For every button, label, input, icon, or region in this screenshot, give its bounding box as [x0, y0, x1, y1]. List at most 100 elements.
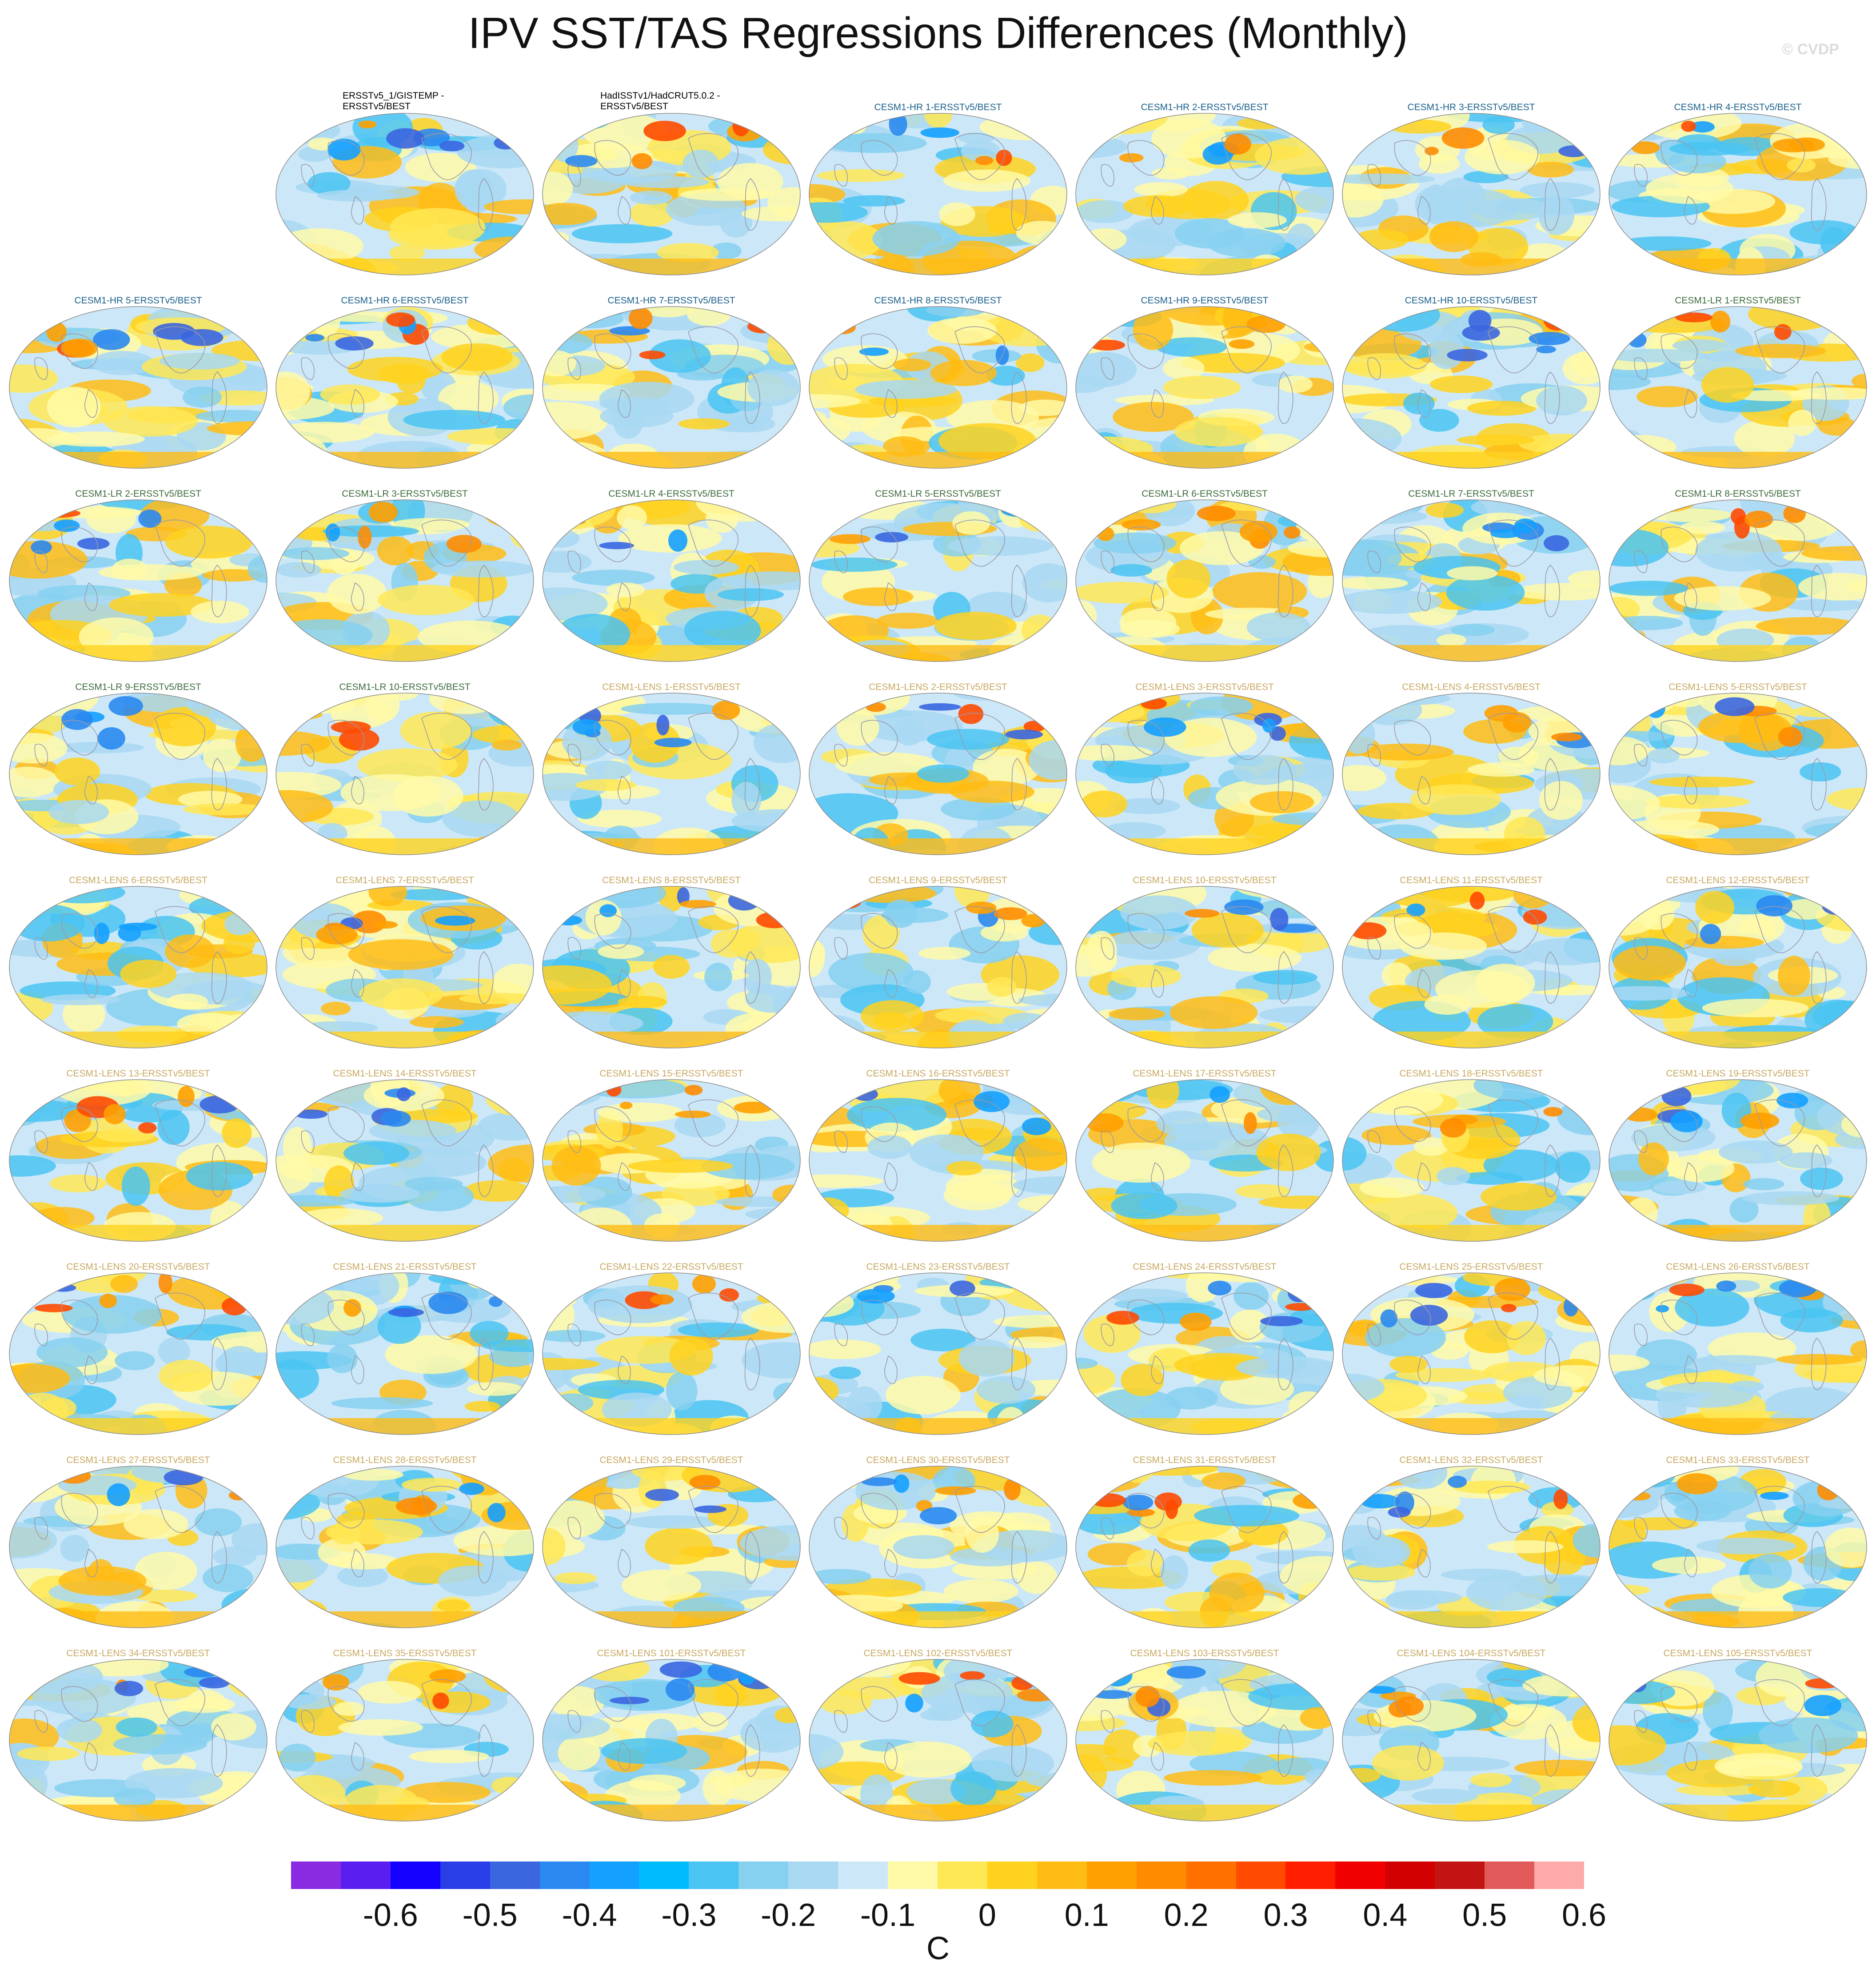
map-southern-band: [1076, 1805, 1333, 1821]
map-contour-blob: [687, 307, 731, 326]
map-anomaly-blob: [1119, 153, 1144, 163]
map-contour-blob: [1342, 539, 1402, 576]
map-contour-blob: [16, 1393, 68, 1429]
map-panel: CESM1-LENS 10-ERSSTv5/BEST: [1071, 862, 1338, 1053]
map-anomaly-blob: [358, 120, 377, 129]
map-contour-blob: [1748, 1554, 1792, 1589]
map-contour-blob: [1373, 1700, 1477, 1732]
map-coastline: [84, 1355, 98, 1384]
map-contour-blob: [276, 130, 292, 159]
map-coastline: [567, 357, 581, 380]
map-coastline: [744, 1531, 760, 1584]
map-frame: [1342, 499, 1601, 662]
panel-title: CESM1-LENS 35-ERSSTv5/BEST: [333, 1648, 477, 1658]
map-coastline: [744, 371, 760, 424]
map-frame: [1075, 306, 1334, 469]
colorbar-tick-label: 0: [978, 1897, 996, 1933]
map-contour-blob: [1626, 1197, 1658, 1228]
map-coastline: [1127, 333, 1165, 369]
map-contour-blob: [961, 140, 1001, 162]
map-contour-blob: [674, 1112, 726, 1137]
map-contour-blob: [160, 353, 240, 370]
map-panel: CESM1-LENS 22-ERSSTv5/BEST: [538, 1248, 805, 1439]
map-coastline: [1417, 969, 1431, 998]
map-coastline: [618, 1742, 631, 1771]
colorbar-tick-label: 0.3: [1263, 1897, 1308, 1933]
map-coastline: [301, 1130, 315, 1153]
colorbar-cell: [1385, 1861, 1435, 1889]
map-coastline: [1101, 744, 1114, 766]
map-frame: [1609, 306, 1867, 469]
map-contour-blob: [1652, 1556, 1726, 1574]
map-contour-blob: [1104, 929, 1200, 960]
panel-title: CESM1-LENS 27-ERSSTv5/BEST: [66, 1455, 210, 1465]
map-contour-blob: [657, 243, 719, 262]
map-contour-blob: [1609, 349, 1708, 363]
colorbar-tick-label: -0.1: [860, 1897, 916, 1933]
map-southern-band: [1609, 452, 1867, 468]
map-coastline: [1488, 133, 1538, 180]
panel-map: [809, 1079, 1067, 1242]
map-southern-band: [276, 1032, 534, 1048]
map-panel: CESM1-LR 4-ERSSTv5/BEST: [538, 475, 805, 666]
map-coastline: [1488, 326, 1538, 374]
map-southern-band: [543, 259, 800, 275]
map-coastline: [1127, 526, 1165, 562]
map-coastline: [1488, 1679, 1538, 1726]
map-contour-blob: [809, 113, 874, 127]
map-contour-blob: [543, 1527, 566, 1566]
map-coastline: [567, 1517, 581, 1539]
map-contour-blob: [1414, 1137, 1449, 1156]
map-contour-blob: [1212, 572, 1307, 611]
map-anomaly-blob: [905, 1694, 923, 1713]
panel-map: [1342, 1079, 1601, 1242]
map-anomaly-blob: [380, 1110, 411, 1127]
colorbar-tick-label: 0.2: [1164, 1897, 1209, 1933]
map-contour-blob: [971, 1710, 1014, 1738]
panel-title: CESM1-HR 7-ERSSTv5/BEST: [607, 295, 735, 306]
map-contour-blob: [1201, 1472, 1246, 1490]
watermark: © CVDP: [1782, 41, 1839, 58]
panel-title: CESM1-LENS 13-ERSSTv5/BEST: [66, 1068, 210, 1079]
map-anomaly-blob: [994, 907, 1027, 921]
map-contour-blob: [1076, 630, 1102, 642]
panel-title: CESM1-HR 4-ERSSTv5/BEST: [1674, 102, 1802, 112]
colorbar-cell: [1037, 1861, 1087, 1889]
map-contour-blob: [1451, 624, 1495, 636]
map-anomaly-blob: [158, 1273, 172, 1294]
map-contour-blob: [1248, 555, 1276, 569]
map-contour-blob: [1109, 1288, 1188, 1303]
map-frame: [809, 306, 1067, 469]
map-coastline: [1417, 1162, 1431, 1191]
map-contour-blob: [26, 1617, 81, 1628]
colorbar-cell: [1335, 1861, 1385, 1889]
panel-title: CESM1-LENS 20-ERSSTv5/BEST: [66, 1262, 210, 1272]
map-contour-blob: [1119, 608, 1177, 637]
map-coastline: [744, 1337, 760, 1391]
map-anomaly-blob: [119, 922, 157, 931]
map-panel: CESM1-LENS 13-ERSSTv5/BEST: [5, 1055, 271, 1246]
map-contour-blob: [622, 1570, 702, 1601]
panel-map: [9, 693, 267, 855]
map-contour-blob: [1782, 267, 1840, 275]
map-contour-blob: [809, 1569, 871, 1584]
map-anomaly-blob: [1395, 1696, 1424, 1716]
map-contour-blob: [1473, 1080, 1557, 1100]
map-coastline: [1811, 1337, 1827, 1391]
map-contour-blob: [1685, 936, 1764, 949]
map-southern-band: [276, 1805, 534, 1821]
map-frame: [275, 113, 534, 275]
map-coastline: [1221, 326, 1272, 374]
map-panel: CESM1-LR 10-ERSSTv5/BEST: [271, 669, 538, 860]
map-contour-blob: [9, 1764, 48, 1804]
map-anomaly-blob: [1447, 349, 1488, 362]
map-coastline: [1660, 1686, 1698, 1722]
map-southern-band: [543, 1611, 800, 1628]
map-contour-blob: [825, 133, 927, 153]
map-anomaly-blob: [1244, 1112, 1257, 1134]
map-coastline: [567, 937, 581, 960]
map-contour-blob: [938, 1080, 981, 1106]
map-contour-blob: [1156, 1110, 1209, 1136]
map-southern-band: [1342, 1611, 1600, 1628]
map-contour-blob: [1435, 970, 1529, 1008]
